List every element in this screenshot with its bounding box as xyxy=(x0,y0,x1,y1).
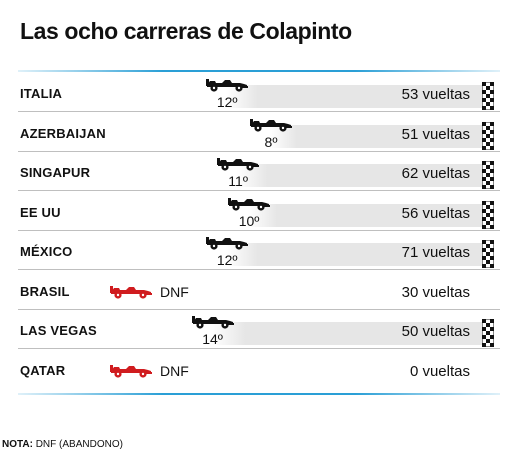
top-rule xyxy=(18,70,500,72)
race-name: SINGAPUR xyxy=(20,165,91,180)
row-separator xyxy=(18,111,500,112)
checkered-flag-icon xyxy=(482,200,494,229)
footnote: NOTA: DNF (ABANDONO) xyxy=(2,439,123,450)
laps-label: 53 vueltas xyxy=(401,86,470,103)
row-separator xyxy=(18,190,500,191)
race-name: QATAR xyxy=(20,362,66,378)
row-separator xyxy=(18,348,500,349)
row-separator xyxy=(18,269,500,270)
checkered-flag-icon xyxy=(482,121,494,150)
race-row: ITALIA 12º 53 vueltas xyxy=(18,76,500,112)
chart-title: Las ocho carreras de Colapinto xyxy=(20,18,352,44)
finish-position: 10º xyxy=(238,212,260,229)
laps-label: 51 vueltas xyxy=(401,125,470,143)
laps-bar xyxy=(211,322,490,345)
laps-bar xyxy=(248,203,490,227)
race-name: EE UU xyxy=(20,204,61,220)
row-separator xyxy=(18,229,500,231)
f1-car-icon xyxy=(249,117,292,132)
dnf-label: DNF xyxy=(160,362,189,379)
race-row: MÉXICO 12º 71 vueltas xyxy=(18,234,500,270)
checkered-flag-icon xyxy=(482,240,494,268)
bottom-rule xyxy=(18,393,500,395)
race-name: MÉXICO xyxy=(20,244,73,259)
laps-label: 62 vueltas xyxy=(401,165,470,182)
laps-bar xyxy=(237,164,490,187)
row-separator xyxy=(18,150,500,152)
laps-label: 50 vueltas xyxy=(401,323,470,340)
laps-label: 30 vueltas xyxy=(401,283,470,301)
f1-car-icon xyxy=(228,196,271,211)
race-row: AZERBAIJAN 8º 51 vueltas xyxy=(18,116,500,152)
race-name: ITALIA xyxy=(20,86,63,101)
laps-label: 71 vueltas xyxy=(401,244,470,261)
f1-car-icon xyxy=(110,284,152,299)
race-row: QATAR DNF 0 vueltas xyxy=(18,353,500,389)
checkered-flag-icon xyxy=(482,161,494,189)
checkered-flag-icon xyxy=(482,319,494,347)
finish-position: 12º xyxy=(216,94,238,110)
laps-bar xyxy=(226,85,490,108)
finish-position: 11º xyxy=(228,173,248,189)
race-name: AZERBAIJAN xyxy=(20,125,106,141)
row-separator xyxy=(18,308,500,310)
checkered-flag-icon xyxy=(482,82,494,110)
note-label: NOTA: xyxy=(2,439,33,450)
laps-label: 56 vueltas xyxy=(401,204,470,222)
race-row: BRASIL DNF 30 vueltas xyxy=(18,274,500,310)
f1-car-icon xyxy=(206,235,249,250)
f1-car-icon xyxy=(110,363,152,378)
race-row: SINGAPUR 11º 62 vueltas xyxy=(18,155,500,191)
laps-label: 0 vueltas xyxy=(409,362,470,380)
race-name: BRASIL xyxy=(20,283,70,299)
race-row: EE UU 10º 56 vueltas xyxy=(18,195,500,231)
finish-position: 14º xyxy=(202,331,223,347)
laps-bar xyxy=(269,124,490,148)
note-text: DNF (ABANDONO) xyxy=(35,439,123,450)
f1-car-icon xyxy=(206,77,249,92)
f1-car-icon xyxy=(191,314,234,329)
f1-car-icon xyxy=(217,156,260,171)
dnf-label: DNF xyxy=(160,283,189,300)
finish-position: 8º xyxy=(264,133,278,150)
race-name: LAS VEGAS xyxy=(20,323,97,338)
finish-position: 12º xyxy=(216,252,238,268)
race-row: LAS VEGAS 14º 50 vueltas xyxy=(18,313,500,349)
laps-bar xyxy=(226,243,490,266)
